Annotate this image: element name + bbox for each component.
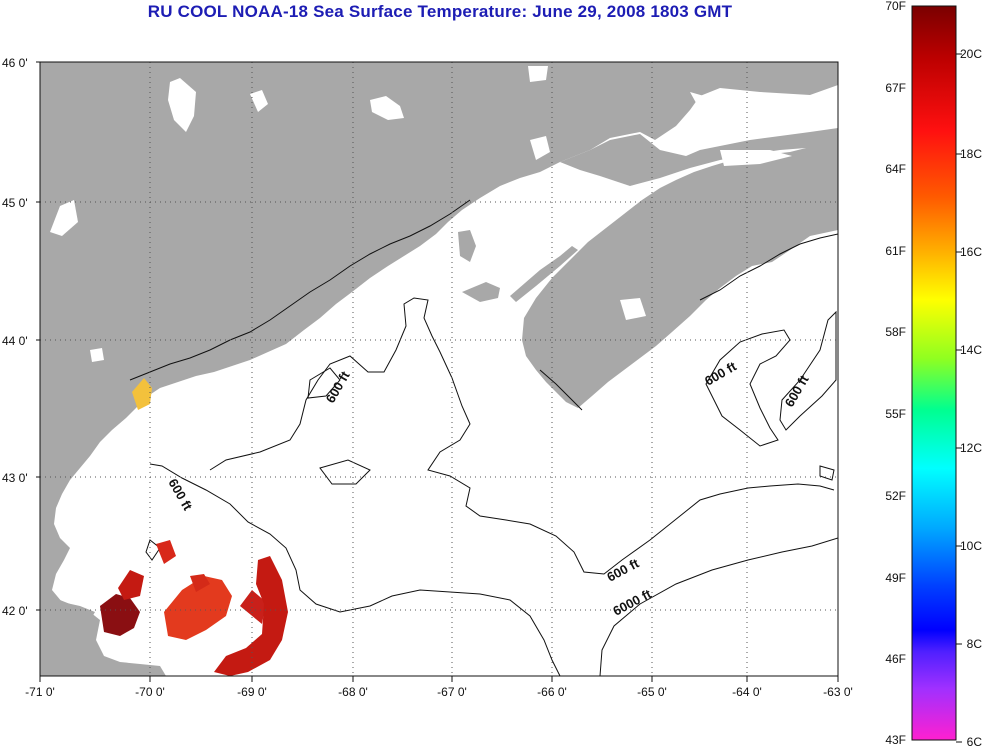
bathymetry-contours [145,297,838,676]
land-island [510,246,578,302]
axis-ticks: -71 0' -70 0' -69 0' -68 0' -67 0' -66 0' -65 … [2,56,853,699]
sst-patch-red [118,570,144,600]
colorbar-label-c: 6C [967,735,983,749]
lon-tick-label: -68 0' [338,685,368,699]
colorbar-label-c: 12C [960,441,982,455]
land-island [462,282,500,302]
land-cape-cod [40,580,166,676]
sst-patch-red [164,576,232,640]
lat-tick-label: 45 0' [2,196,28,210]
lon-tick-label: -63 0' [823,685,853,699]
lat-tick-label: 43 0' [2,471,28,485]
lakes [50,66,792,362]
colorbar-label-f: 55F [885,407,906,421]
colorbar-label-f: 49F [885,571,906,585]
colorbar-label-f: 46F [885,652,906,666]
colorbar-label-c: 16C [960,245,982,259]
colorbar-label-c: 10C [960,539,982,553]
lon-tick-label: -65 0' [637,685,667,699]
sst-patch-dark [100,594,140,636]
lon-tick-label: -66 0' [537,685,567,699]
plot-frame [39,61,839,677]
lon-tick-label: -69 0' [237,685,267,699]
map-title: RU COOL NOAA-18 Sea Surface Temperature:… [147,2,733,21]
colorbar-ticks: 70F 67F 64F 61F 58F 55F 52F 49F 46F 43F 20C 18C 16C 1… [885,0,982,749]
sst-patch-red [214,556,288,676]
land-new-brunswick [560,128,838,186]
graticule [40,62,838,676]
colorbar-label-f: 70F [885,0,906,13]
lon-tick-label: -70 0' [135,685,165,699]
land-mainland [40,62,838,676]
lat-tick-label: 46 0' [2,56,28,70]
colorbar-label-f: 52F [885,489,906,503]
sst-patch-yellow [132,378,152,410]
colorbar-label-f: 61F [885,244,906,258]
sst-patch-red [156,540,176,564]
land-island [458,230,476,262]
sst-patch-red [190,574,210,592]
colorbar [911,5,957,741]
lon-tick-label: -71 0' [25,685,55,699]
colorbar-label-c: 14C [960,343,982,357]
coastline-detail [129,199,838,411]
colorbar-label-f: 43F [885,733,906,747]
colorbar-label-f: 58F [885,325,906,339]
colorbar-label-f: 67F [885,81,906,95]
lon-tick-label: -67 0' [437,685,467,699]
colorbar-label-c: 8C [967,637,983,651]
colorbar-label-c: 20C [960,47,982,61]
lat-tick-label: 42 0' [2,604,28,618]
colorbar-label-c: 18C [960,147,982,161]
lon-tick-label: -64 0' [732,685,762,699]
lat-tick-label: 44 0' [2,334,28,348]
colorbar-label-f: 64F [885,162,906,176]
sst-patch-red [240,590,266,624]
sst-patches [100,378,288,676]
land-nova-scotia [522,146,838,408]
